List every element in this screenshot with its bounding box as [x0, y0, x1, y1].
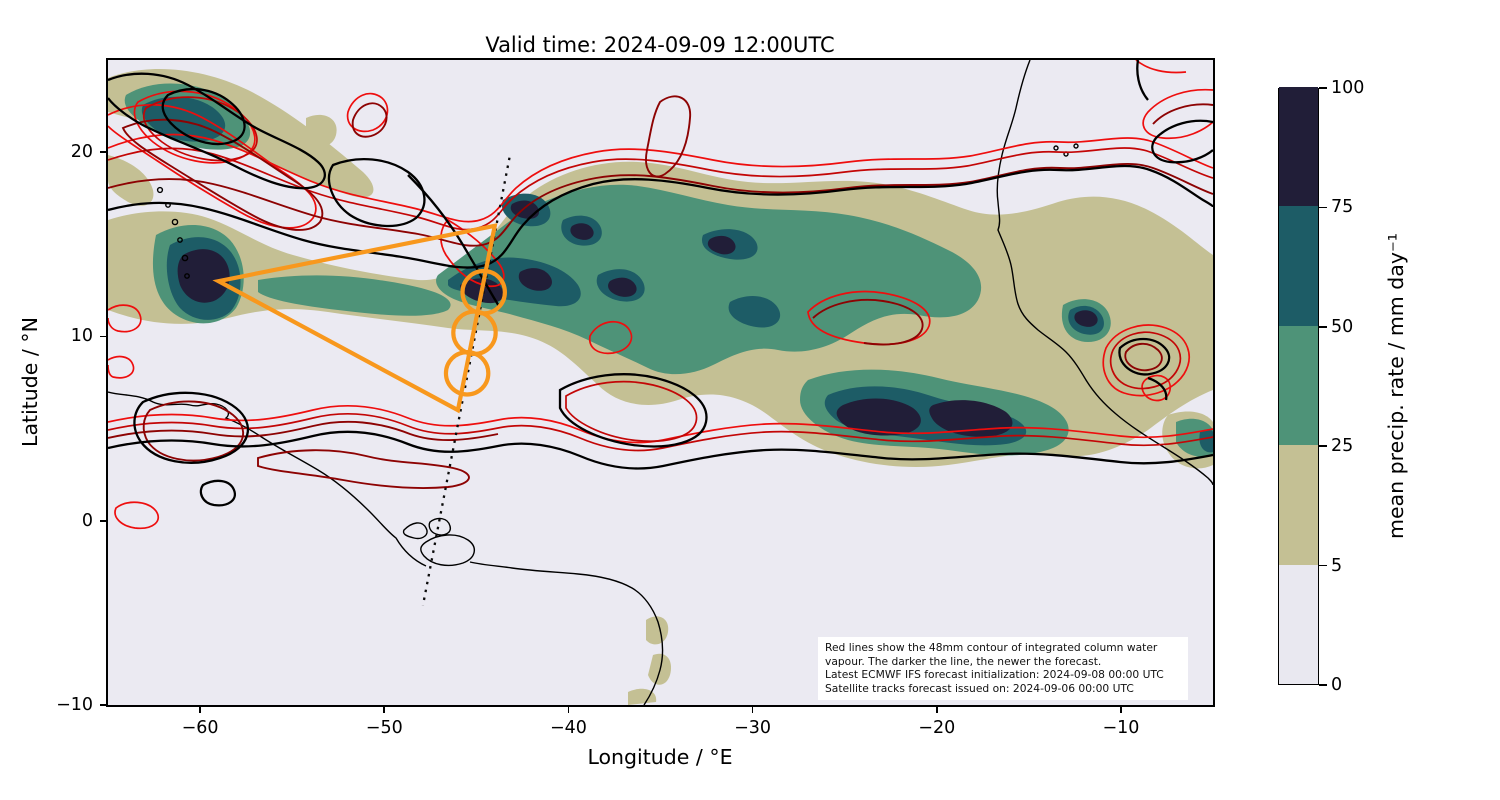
x-tick-mark [567, 705, 570, 713]
flight-track-circle [443, 350, 491, 397]
colorbar-tick-mark [1319, 684, 1327, 686]
x-tick-label: −50 [365, 718, 403, 738]
annotation-line: Latest ECMWF IFS forecast initialization… [825, 668, 1164, 682]
y-tick-mark [100, 335, 108, 338]
flight-track-triangle [212, 223, 498, 414]
annotation-line: vapour. The darker the line, the newer t… [825, 654, 1102, 668]
colorbar [1278, 86, 1319, 685]
y-tick-label: −10 [56, 695, 93, 715]
x-tick-label: −30 [734, 718, 772, 738]
y-tick-mark [100, 704, 108, 706]
colorbar-tick-label: 5 [1331, 555, 1343, 576]
black-contours [108, 60, 1213, 507]
y-tick-mark [100, 151, 108, 153]
colorbar-tick-label: 100 [1331, 78, 1365, 98]
colorbar-tick-label: 25 [1331, 436, 1354, 457]
colorbar-segment [1279, 86, 1318, 207]
x-tick-label: −40 [549, 718, 587, 738]
plot-title: Valid time: 2024-09-09 12:00UTC [485, 33, 835, 57]
flight-track [212, 223, 507, 414]
x-tick-label: −60 [181, 718, 219, 738]
y-tick-label: 20 [70, 142, 93, 163]
plot-area: Red lines show the 48mm contour of integ… [106, 58, 1215, 707]
colorbar-segment [1279, 205, 1318, 326]
colorbar-tick-label: 75 [1331, 197, 1354, 218]
red-contours-dark [108, 95, 1213, 489]
marajo-island [420, 534, 475, 567]
x-tick-mark [751, 705, 754, 713]
colorbar-tick-label: 50 [1331, 316, 1354, 337]
colorbar-segment [1279, 444, 1318, 565]
x-tick-label: −10 [1102, 718, 1140, 738]
x-tick-mark [1120, 705, 1122, 713]
colorbar-tick-mark [1319, 206, 1327, 209]
brazil-coast [469, 561, 664, 705]
colorbar-tick-mark [1319, 564, 1327, 567]
y-axis-label: Latitude / °N [18, 317, 42, 447]
colorbar-tick-label: 0 [1331, 675, 1343, 695]
annotation-line: Satellite tracks forecast issued on: 202… [825, 682, 1134, 696]
y-tick-mark [100, 519, 108, 522]
cape-verde-islands [1053, 143, 1079, 157]
annotation-box: Red lines show the 48mm contour of integ… [818, 637, 1188, 700]
x-tick-mark [199, 705, 201, 713]
colorbar-label: mean precip. rate / mm day⁻¹ [1384, 232, 1408, 540]
x-tick-mark [935, 705, 938, 713]
colorbar-tick-mark [1319, 445, 1327, 447]
y-tick-label: 0 [81, 510, 93, 531]
colorbar-tick-mark [1319, 87, 1327, 89]
colorbar-segment [1279, 564, 1318, 684]
x-axis-label: Longitude / °E [587, 745, 733, 769]
x-tick-mark [383, 705, 386, 713]
map-svg [108, 60, 1213, 705]
colorbar-segment [1279, 325, 1318, 446]
colorbar-tick-mark [1319, 326, 1327, 328]
x-tick-label: −20 [918, 718, 956, 738]
y-tick-label: 10 [70, 326, 93, 347]
annotation-line: Red lines show the 48mm contour of integ… [825, 641, 1158, 654]
red-contours-mid [108, 96, 1213, 452]
